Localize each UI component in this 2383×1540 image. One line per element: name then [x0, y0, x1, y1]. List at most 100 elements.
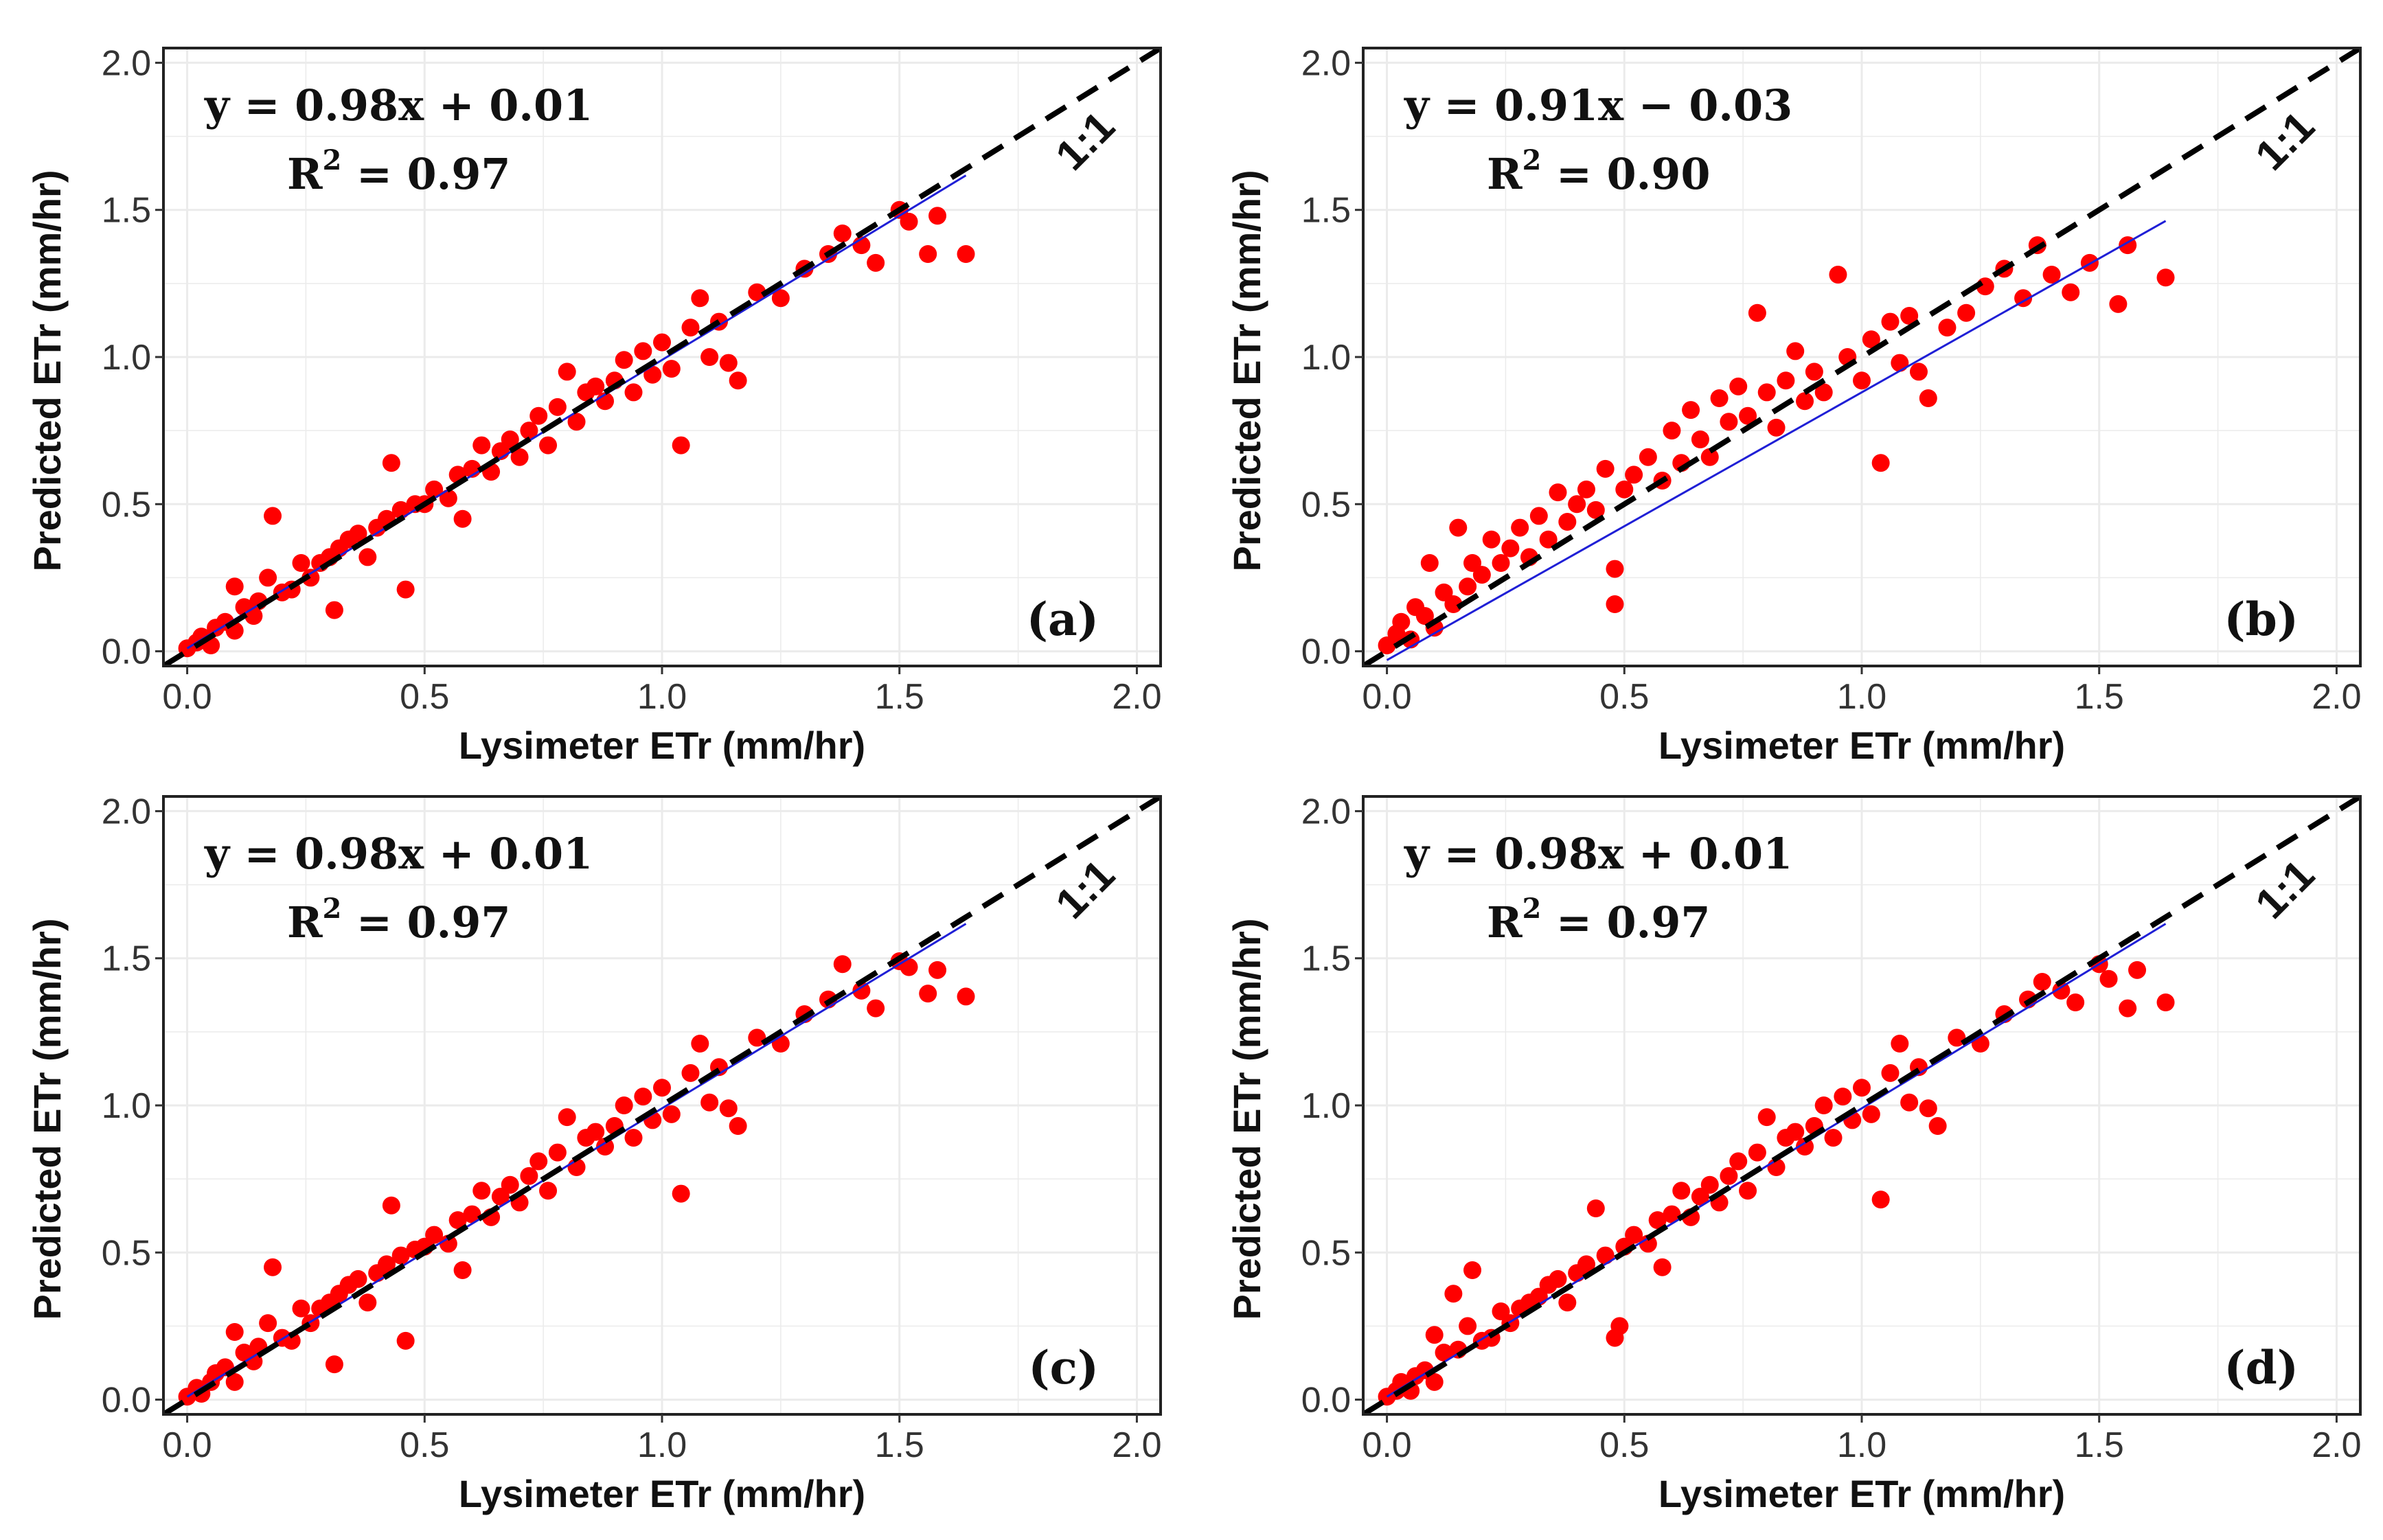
r-squared-superscript: 2 [323, 893, 342, 925]
data-point [1834, 1088, 1852, 1106]
data-point [1663, 422, 1681, 440]
data-point [1862, 330, 1880, 349]
data-point [1435, 1344, 1453, 1361]
regression-equation: y = 0.98x + 0.01 [204, 829, 593, 879]
data-point [624, 1129, 643, 1147]
data-point [919, 985, 937, 1003]
data-point [349, 1269, 367, 1288]
data-point [292, 1299, 310, 1318]
data-point [448, 1211, 467, 1230]
data-point [1919, 389, 1937, 407]
data-point [719, 354, 738, 372]
data-point [691, 289, 709, 308]
data-point [1482, 530, 1501, 549]
data-point [1392, 612, 1411, 631]
r-squared-letter: R [1487, 149, 1523, 199]
y-tick-label: 2.0 [102, 792, 151, 831]
data-point [1549, 1269, 1567, 1288]
data-point [672, 1184, 690, 1203]
data-point [391, 1246, 410, 1265]
data-point [719, 1099, 738, 1118]
regression-equation: y = 0.98x + 0.01 [204, 80, 593, 130]
data-point [1606, 560, 1624, 578]
y-tick-label: 0.0 [1301, 632, 1351, 672]
data-point [1549, 483, 1567, 502]
data-point [867, 253, 885, 272]
data-point [748, 283, 766, 301]
data-point [700, 1093, 719, 1112]
data-point [1739, 406, 1757, 425]
data-point [1606, 595, 1624, 613]
x-tick-label: 2.0 [1112, 1425, 1161, 1465]
data-point [1786, 1123, 1805, 1141]
x-tick-label: 0.0 [162, 677, 212, 717]
data-point [264, 507, 282, 525]
y-tick-label: 0.0 [102, 632, 151, 672]
data-point [662, 360, 681, 378]
identity-line [163, 48, 1161, 666]
data-point [501, 430, 519, 448]
data-point [349, 525, 367, 543]
data-point [225, 1372, 244, 1391]
y-tick-label: 2.0 [1301, 792, 1351, 831]
identity-line [163, 796, 1161, 1414]
panel-c: 0.0 0.5 1.0 1.5 2.0 0.0 0.5 1.0 1.5 2.0 Lysimeter … [25, 792, 1162, 1515]
y-tick-label: 1.5 [1301, 191, 1351, 231]
x-tick-label: 1.5 [2075, 677, 2124, 717]
data-point [1948, 1028, 1966, 1047]
r-squared-value: = 0.97 [341, 149, 510, 199]
data-point [520, 422, 538, 440]
data-point [1891, 1035, 1909, 1053]
r-squared-letter: R [1487, 897, 1523, 947]
r-squared: R2 = 0.97 [287, 144, 511, 199]
data-point [624, 383, 643, 402]
r-squared-superscript: 2 [1523, 893, 1542, 925]
data-point [1472, 566, 1491, 584]
data-point [1938, 319, 1957, 337]
x-axis-title: Lysimeter ETr (mm/hr) [459, 1472, 865, 1515]
data-point [225, 1323, 244, 1341]
data-point [1577, 1255, 1595, 1274]
data-point [520, 1167, 538, 1185]
data-point [1862, 1105, 1880, 1123]
data-point [681, 319, 700, 337]
x-tick-label: 1.0 [637, 1425, 687, 1465]
data-point [1881, 1064, 1900, 1082]
data-point [928, 961, 947, 979]
data-point [1777, 371, 1795, 390]
data-point [1796, 1138, 1814, 1156]
data-point [463, 1205, 481, 1223]
data-point [1672, 1182, 1691, 1200]
data-point [2128, 961, 2147, 979]
data-point [396, 1331, 415, 1350]
panel-tag: (b) [2224, 593, 2299, 646]
x-tick-label: 0.0 [1362, 1425, 1411, 1465]
data-point [1757, 1108, 1776, 1127]
data-point [1663, 1205, 1681, 1223]
data-point [1529, 507, 1548, 525]
data-point [501, 1175, 519, 1194]
y-tick-label: 0.5 [102, 485, 151, 525]
r-squared-value: = 0.90 [1541, 149, 1710, 199]
data-point [729, 371, 747, 390]
data-point [1625, 466, 1643, 484]
data-point [1639, 448, 1657, 466]
data-point [1739, 1182, 1757, 1200]
data-point [900, 212, 918, 231]
data-point [1909, 363, 1928, 381]
data-point [529, 406, 548, 425]
data-point [382, 1196, 400, 1215]
data-point [1625, 1226, 1643, 1244]
data-point [634, 1088, 652, 1106]
data-point [1796, 392, 1814, 411]
y-tick-label: 0.5 [102, 1233, 151, 1273]
data-point [453, 1261, 472, 1279]
data-point [919, 245, 937, 263]
r-squared-value: = 0.97 [1541, 897, 1710, 947]
regression-line [1386, 220, 2167, 661]
r-squared-letter: R [287, 149, 323, 199]
data-point [325, 1355, 343, 1374]
x-tick-label: 2.0 [1112, 677, 1161, 717]
data-point [1767, 418, 1786, 437]
